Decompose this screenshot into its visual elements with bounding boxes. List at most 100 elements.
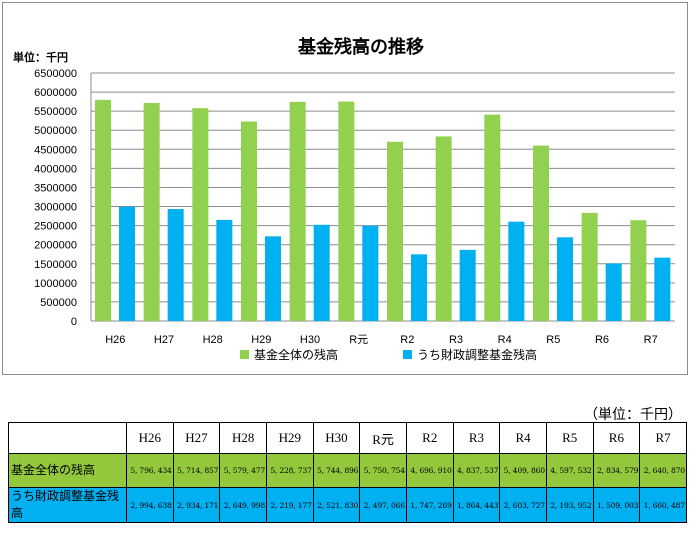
x-tick-label: R5 bbox=[546, 334, 560, 346]
bar bbox=[313, 224, 330, 321]
x-tick-label: R元 bbox=[349, 334, 368, 346]
bar bbox=[95, 99, 111, 321]
table-cell: 2, 193, 952 bbox=[545, 487, 594, 523]
legend-label: 基金全体の残高 bbox=[254, 347, 338, 362]
x-tick-label: H30 bbox=[300, 334, 320, 346]
chart-unit-label: 単位：千円 bbox=[13, 50, 68, 64]
x-tick-label: R4 bbox=[498, 334, 512, 346]
x-tick-label: R2 bbox=[400, 334, 414, 346]
bar bbox=[435, 136, 452, 321]
bar bbox=[387, 141, 403, 321]
table-cell: 5, 714, 857 bbox=[172, 453, 221, 488]
table-cell: 2, 834, 579 bbox=[592, 453, 641, 488]
chart-title: 基金残高の推移 bbox=[297, 36, 424, 58]
table-cell: 5, 796, 434 bbox=[126, 453, 174, 488]
table-row-fiscal-fund: うち財政調整基金残高 2, 994, 638 2, 934, 171 2, 64… bbox=[8, 487, 687, 523]
y-tick-label: 0 bbox=[71, 316, 77, 328]
bar bbox=[581, 212, 598, 321]
y-tick-label: 4000000 bbox=[34, 163, 77, 175]
table-cell: 2, 649, 998 bbox=[219, 487, 267, 523]
y-tick-label: 1500000 bbox=[34, 259, 77, 271]
x-tick-label: H29 bbox=[251, 334, 271, 346]
table-header-cell: H30 bbox=[312, 422, 361, 454]
table-header-cell: R3 bbox=[452, 422, 501, 454]
bar bbox=[167, 209, 184, 321]
y-tick-label: 5000000 bbox=[34, 125, 77, 137]
table-cell: 1, 660, 487 bbox=[639, 487, 687, 523]
table-cell: 2, 640, 870 bbox=[639, 453, 687, 488]
bar bbox=[508, 221, 525, 321]
y-tick-label: 2000000 bbox=[34, 240, 77, 252]
table-cell: 2, 994, 638 bbox=[126, 487, 174, 523]
bar bbox=[459, 249, 476, 321]
x-tick-label: R7 bbox=[644, 334, 658, 346]
bar bbox=[484, 114, 501, 321]
table-header-cell: R6 bbox=[592, 422, 641, 454]
bar bbox=[216, 219, 233, 321]
table-cell: 1, 747, 269 bbox=[405, 487, 454, 523]
table-cell: 5, 744, 896 bbox=[312, 453, 361, 488]
y-tick-label: 3000000 bbox=[34, 202, 77, 214]
bar bbox=[605, 263, 622, 321]
table-row-label: うち財政調整基金残高 bbox=[8, 487, 127, 523]
y-tick-label: 3500000 bbox=[34, 182, 77, 194]
table-corner-cell bbox=[8, 422, 127, 454]
x-tick-label: R6 bbox=[595, 334, 609, 346]
bar bbox=[241, 121, 257, 321]
legend-swatch bbox=[403, 350, 412, 359]
table-cell: 2, 497, 066 bbox=[359, 487, 407, 523]
table-header-cell: H27 bbox=[172, 422, 221, 454]
legend-swatch bbox=[240, 350, 249, 359]
table-cell: 4, 597, 532 bbox=[545, 453, 594, 488]
table-cell: 2, 219, 177 bbox=[265, 487, 314, 523]
x-tick-label: H28 bbox=[203, 334, 223, 346]
table-row-total: 基金全体の残高 5, 796, 434 5, 714, 857 5, 579, … bbox=[8, 453, 687, 488]
y-tick-label: 4500000 bbox=[34, 144, 77, 156]
y-tick-label: 5500000 bbox=[34, 106, 77, 118]
table-cell: 5, 409, 860 bbox=[499, 453, 547, 488]
y-tick-label: 500000 bbox=[40, 297, 77, 309]
bar bbox=[265, 236, 281, 321]
table-header-cell: R元 bbox=[359, 422, 407, 454]
table-header-cell: R7 bbox=[639, 422, 687, 454]
y-tick-label: 2500000 bbox=[34, 221, 77, 233]
table-header-cell: H29 bbox=[265, 422, 314, 454]
bar bbox=[289, 101, 306, 321]
table-header-row: H26 H27 H28 H29 H30 R元 R2 R3 R4 R5 R6 R7 bbox=[8, 422, 687, 454]
table-cell: 2, 521, 830 bbox=[312, 487, 361, 523]
table-cell: 5, 750, 754 bbox=[359, 453, 407, 488]
bar bbox=[557, 237, 573, 321]
table-cell: 2, 603, 727 bbox=[499, 487, 547, 523]
legend-label: うち財政調整基金残高 bbox=[417, 347, 537, 362]
table-header-cell: H26 bbox=[126, 422, 174, 454]
bar bbox=[119, 206, 135, 321]
table-cell: 5, 228, 737 bbox=[265, 453, 314, 488]
table-header-cell: H28 bbox=[219, 422, 267, 454]
table-cell: 1, 509, 003 bbox=[592, 487, 641, 523]
table-cell: 4, 837, 537 bbox=[452, 453, 501, 488]
chart-frame: 基金残高の推移単位：千円 0 500000 1000000 1500000 2000000… bbox=[2, 2, 688, 375]
table-cell: 1, 864, 443 bbox=[452, 487, 501, 523]
table-row-label: 基金全体の残高 bbox=[8, 453, 127, 488]
bar bbox=[143, 102, 160, 321]
x-tick-label: H27 bbox=[154, 334, 174, 346]
y-tick-label: 6500000 bbox=[34, 68, 77, 80]
table-cell: 2, 934, 171 bbox=[172, 487, 221, 523]
bar bbox=[654, 257, 671, 321]
bar bbox=[630, 220, 647, 321]
table-header-cell: R5 bbox=[545, 422, 594, 454]
y-tick-label: 1000000 bbox=[34, 278, 77, 290]
bar bbox=[411, 254, 427, 321]
x-tick-label: R3 bbox=[449, 334, 463, 346]
x-tick-label: H26 bbox=[105, 334, 125, 346]
table-cell: 5, 579, 477 bbox=[219, 453, 267, 488]
table-unit-note: （単位：千円） bbox=[584, 407, 682, 423]
bar bbox=[362, 225, 379, 321]
table-cell: 4, 696, 910 bbox=[405, 453, 454, 488]
bar bbox=[192, 108, 209, 321]
table-header-cell: R4 bbox=[499, 422, 547, 454]
bar bbox=[533, 145, 549, 321]
table-header-cell: R2 bbox=[405, 422, 454, 454]
data-table: H26 H27 H28 H29 H30 R元 R2 R3 R4 R5 R6 R7… bbox=[8, 422, 687, 523]
